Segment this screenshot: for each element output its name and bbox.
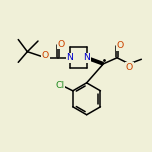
Text: O: O — [42, 50, 49, 60]
Text: O: O — [126, 63, 133, 72]
Text: N: N — [66, 53, 73, 62]
Text: Cl: Cl — [55, 81, 64, 90]
Text: O: O — [117, 41, 124, 50]
Text: O: O — [57, 40, 65, 49]
Text: N: N — [83, 53, 90, 62]
